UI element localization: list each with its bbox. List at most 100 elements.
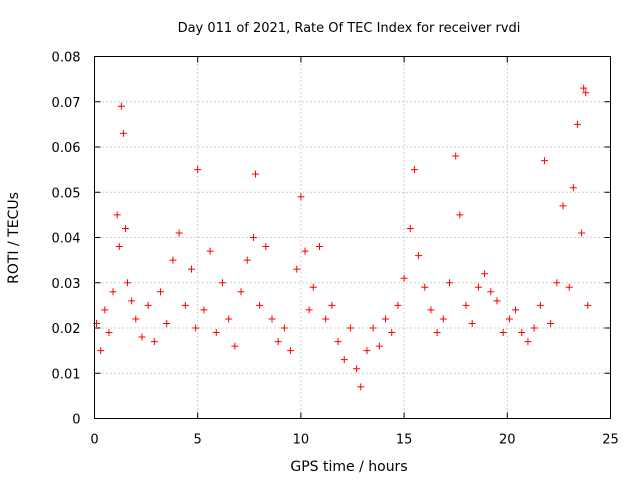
y-tick-label: 0.04 xyxy=(52,232,81,247)
data-point xyxy=(274,338,282,346)
data-point xyxy=(569,184,577,192)
data-point xyxy=(101,306,109,314)
data-point xyxy=(305,306,313,314)
data-point xyxy=(115,243,123,251)
data-point xyxy=(231,342,239,350)
data-point xyxy=(388,329,396,337)
plot-frame xyxy=(94,56,611,419)
data-point xyxy=(262,243,270,251)
data-point xyxy=(181,301,189,309)
data-point xyxy=(580,84,588,92)
data-point xyxy=(481,270,489,278)
y-tick-label: 0.07 xyxy=(52,96,81,111)
data-point xyxy=(584,301,592,309)
x-tick-label: 25 xyxy=(602,433,619,448)
data-point xyxy=(394,301,402,309)
data-point xyxy=(188,265,196,273)
data-point xyxy=(363,347,371,355)
data-point xyxy=(582,89,590,97)
data-point xyxy=(518,329,526,337)
data-point xyxy=(340,356,348,364)
x-tick-label: 10 xyxy=(293,433,310,448)
data-point xyxy=(410,166,418,174)
y-tick-label: 0 xyxy=(72,413,80,428)
y-tick-label: 0.02 xyxy=(52,322,81,337)
data-point xyxy=(150,338,158,346)
data-point xyxy=(251,170,259,178)
data-point xyxy=(105,329,113,337)
data-point xyxy=(144,301,152,309)
data-point xyxy=(474,283,482,291)
data-point xyxy=(499,329,507,337)
data-point xyxy=(505,315,513,323)
y-tick-labels: 0 0.01 0.02 0.03 0.04 0.05 0.06 0.07 0.08 xyxy=(52,51,81,428)
data-point xyxy=(157,288,165,296)
data-point xyxy=(382,315,390,323)
y-tick-label: 0.08 xyxy=(52,51,81,66)
data-point xyxy=(415,252,423,260)
data-point xyxy=(512,306,520,314)
data-point xyxy=(406,224,414,232)
data-point xyxy=(192,324,200,332)
data-point xyxy=(297,193,305,201)
data-point xyxy=(212,329,220,337)
data-point xyxy=(124,279,132,287)
data-point xyxy=(375,342,383,350)
data-point xyxy=(346,324,354,332)
data-point xyxy=(433,329,441,337)
y-axis-label: ROTI / TECUs xyxy=(6,192,22,284)
data-point xyxy=(547,319,555,327)
data-point xyxy=(487,288,495,296)
data-point xyxy=(117,102,125,110)
data-point xyxy=(328,301,336,309)
data-point xyxy=(169,256,177,264)
data-point xyxy=(357,383,365,391)
grid-lines xyxy=(94,56,611,419)
x-tick-label: 20 xyxy=(499,433,516,448)
data-point xyxy=(163,319,171,327)
chart-title: Day 011 of 2021, Rate Of TEC Index for r… xyxy=(178,21,521,36)
y-tick-label: 0.06 xyxy=(52,141,81,156)
data-point xyxy=(119,129,127,137)
data-point xyxy=(369,324,377,332)
data-point xyxy=(225,315,233,323)
data-point xyxy=(206,247,214,255)
data-point xyxy=(315,243,323,251)
data-point xyxy=(559,202,567,210)
data-point xyxy=(536,301,544,309)
data-point xyxy=(121,224,129,232)
data-point xyxy=(468,319,476,327)
data-point xyxy=(446,279,454,287)
data-point xyxy=(421,283,429,291)
data-point xyxy=(194,166,202,174)
x-tick-label: 15 xyxy=(396,433,413,448)
data-point xyxy=(553,279,561,287)
x-tick-label: 5 xyxy=(194,433,202,448)
data-point xyxy=(462,301,470,309)
data-point xyxy=(578,229,586,237)
data-point xyxy=(293,265,301,273)
data-point xyxy=(113,211,121,219)
data-point xyxy=(439,315,447,323)
data-point xyxy=(452,152,460,160)
data-point xyxy=(287,347,295,355)
data-points xyxy=(93,84,592,391)
data-point xyxy=(540,157,548,165)
y-tick-label: 0.05 xyxy=(52,186,81,201)
data-point xyxy=(334,338,342,346)
data-point xyxy=(524,338,532,346)
data-point xyxy=(243,256,251,264)
data-point xyxy=(322,315,330,323)
data-point xyxy=(573,120,581,128)
data-point xyxy=(218,279,226,287)
data-point xyxy=(138,333,146,341)
data-point xyxy=(400,274,408,282)
data-point xyxy=(427,306,435,314)
data-point xyxy=(97,347,105,355)
data-point xyxy=(301,247,309,255)
data-point xyxy=(493,297,501,305)
data-point xyxy=(249,234,257,241)
x-tick-labels: 0 5 10 15 20 25 xyxy=(90,433,618,448)
data-point xyxy=(309,283,317,291)
